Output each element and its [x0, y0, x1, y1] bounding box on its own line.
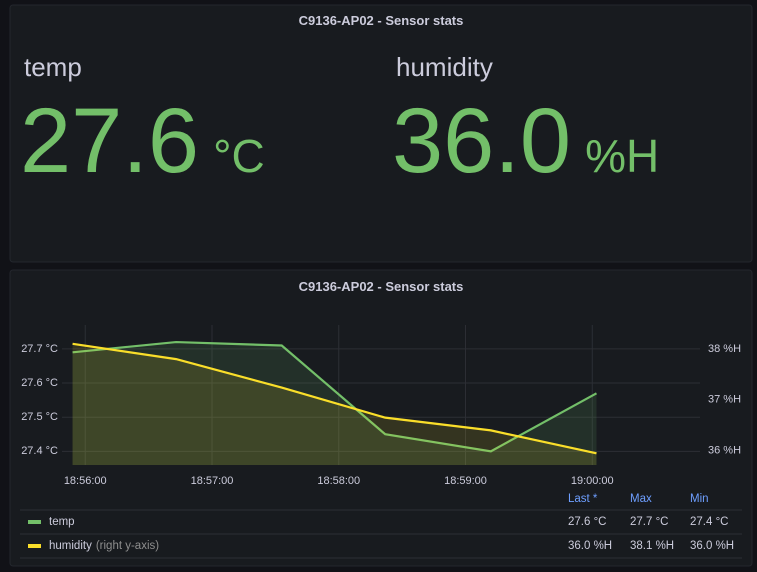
y-tick-label: 27.7 °C — [21, 343, 58, 355]
legend-stat: 27.7 °C — [630, 516, 668, 528]
stat-unit: °C — [213, 130, 265, 182]
legend-entry: humidity (right y-axis) — [49, 540, 159, 552]
legend-stat: 36.0 %H — [568, 540, 612, 552]
legend-entry: temp — [49, 516, 75, 528]
y-tick-label: 27.5 °C — [21, 411, 58, 423]
y-tick-label: 27.4 °C — [21, 445, 58, 457]
series-area — [72, 343, 597, 465]
legend-stat: 38.1 %H — [630, 540, 674, 552]
series-line — [72, 340, 598, 453]
legend-name: humidity — [49, 540, 92, 552]
legend-header: Last * — [568, 493, 598, 505]
x-tick-label: 18:57:00 — [191, 475, 234, 487]
stat-unit: %H — [585, 130, 659, 182]
panel-title: C9136-AP02 - Sensor stats — [299, 279, 464, 294]
legend-stat: 27.4 °C — [690, 516, 728, 528]
x-tick-label: 18:59:00 — [444, 475, 487, 487]
stat-value: 36.0 %H — [392, 90, 659, 192]
y-tick-label: 27.6 °C — [21, 377, 58, 389]
y2-tick-label: 37 %H — [708, 394, 741, 406]
x-tick-label: 19:00:00 — [571, 475, 614, 487]
legend-name: temp — [49, 516, 75, 528]
x-tick-label: 18:56:00 — [64, 475, 107, 487]
graph-panel — [9, 269, 753, 567]
legend-stat: 27.6 °C — [568, 516, 606, 528]
panel-title: C9136-AP02 - Sensor stats — [299, 13, 464, 28]
legend-note: (right y-axis) — [96, 540, 159, 552]
stat-value: 27.6 °C — [20, 90, 265, 192]
legend-header: Max — [630, 493, 652, 505]
stat-label: humidity — [396, 52, 493, 82]
x-tick-label: 18:58:00 — [317, 475, 360, 487]
stat-number: 27.6 — [20, 90, 199, 192]
y2-tick-label: 38 %H — [708, 343, 741, 355]
stat-number: 36.0 — [392, 90, 571, 192]
legend-header: Min — [690, 493, 709, 505]
series-line — [72, 342, 597, 455]
legend-stat: 36.0 %H — [690, 540, 734, 552]
stat-panel — [9, 4, 753, 263]
y2-tick-label: 36 %H — [708, 445, 741, 457]
stat-label: temp — [24, 52, 82, 82]
